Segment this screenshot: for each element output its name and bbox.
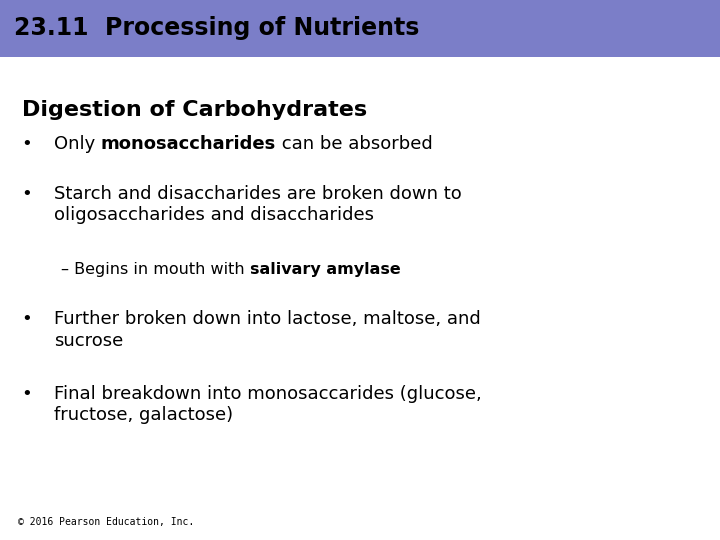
Text: •: • xyxy=(22,310,32,328)
Text: Final breakdown into monosaccarides (glucose,
fructose, galactose): Final breakdown into monosaccarides (glu… xyxy=(54,385,482,424)
Bar xyxy=(0,0,720,57)
Text: can be absorbed: can be absorbed xyxy=(276,135,433,153)
Text: Starch and disaccharides are broken down to
oligosaccharides and disaccharides: Starch and disaccharides are broken down… xyxy=(54,185,462,225)
Text: Digestion of Carbohydrates: Digestion of Carbohydrates xyxy=(22,100,367,120)
Text: Further broken down into lactose, maltose, and
sucrose: Further broken down into lactose, maltos… xyxy=(54,310,481,349)
Text: •: • xyxy=(22,185,32,203)
Text: 23.11  Processing of Nutrients: 23.11 Processing of Nutrients xyxy=(14,16,419,40)
Text: © 2016 Pearson Education, Inc.: © 2016 Pearson Education, Inc. xyxy=(18,517,194,527)
Text: Only: Only xyxy=(54,135,101,153)
Text: – Begins in mouth with: – Begins in mouth with xyxy=(61,262,250,277)
Text: monosaccharides: monosaccharides xyxy=(101,135,276,153)
Text: •: • xyxy=(22,135,32,153)
Text: salivary amylase: salivary amylase xyxy=(250,262,401,277)
Text: •: • xyxy=(22,385,32,403)
